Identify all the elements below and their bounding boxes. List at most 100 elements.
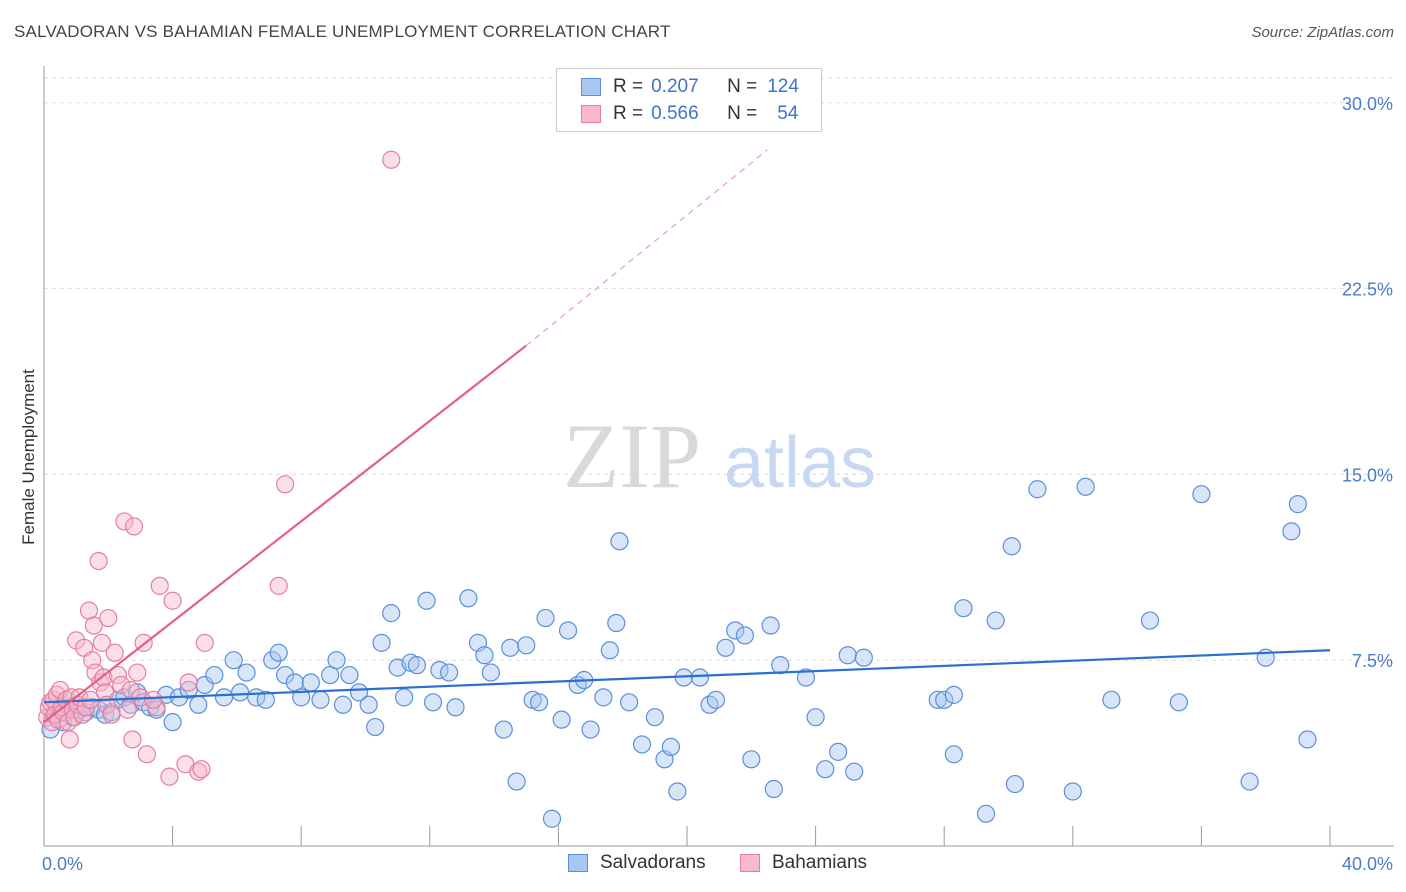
y-tick-label: 15.0%	[1342, 465, 1393, 485]
salvadoran-point	[517, 636, 536, 655]
bahamian-point	[102, 705, 121, 724]
trendlines	[43, 149, 1331, 723]
y-axis-label: Female Unemployment	[19, 369, 38, 545]
salvadoran-point	[494, 720, 513, 739]
y-tick-label: 22.5%	[1342, 280, 1393, 300]
bahamian-point	[160, 767, 179, 786]
salvadoran-point	[1298, 730, 1317, 749]
salvadoran-point	[716, 638, 735, 657]
salvadoran-point	[1192, 485, 1211, 504]
salvadoran-point	[986, 611, 1005, 630]
salvadoran-point	[764, 779, 783, 799]
bahamian-point	[195, 633, 214, 652]
salvadoran-point	[407, 656, 427, 675]
legend-n-value-bahamians: 54	[777, 103, 799, 124]
bahamian-point	[276, 475, 295, 494]
bahamian-point	[144, 690, 163, 709]
salvadorans-swatch	[581, 78, 601, 96]
salvadoran-point	[501, 638, 520, 657]
bahamian-point	[192, 760, 211, 779]
salvadoran-point	[607, 613, 626, 633]
salvadoran-point	[394, 688, 414, 707]
stats-legend: R = 0.207 N = 124 R = 0.566 N = 54	[556, 68, 822, 132]
salvadoran-point	[594, 688, 613, 707]
salvadoran-point	[256, 690, 275, 709]
salvadoran-point	[1063, 782, 1082, 801]
salvadoran-point	[581, 720, 600, 739]
salvadoran-point	[829, 742, 848, 761]
bahamian-point	[60, 730, 79, 749]
bahamians-trendline-extension	[525, 149, 768, 347]
bahamian-point	[137, 745, 156, 764]
salvadoran-point	[214, 688, 234, 707]
series-legend: Salvadorans Bahamians	[0, 852, 1406, 876]
salvadoran-point	[558, 621, 578, 640]
salvadoran-point	[668, 782, 687, 801]
bahamian-point	[108, 665, 128, 685]
salvadoran-point	[726, 621, 745, 640]
salvadoran-point	[954, 599, 973, 618]
salvadoran-point	[481, 663, 500, 682]
salvadoran-point	[507, 772, 526, 791]
salvadoran-point	[1005, 774, 1025, 794]
salvadoran-point	[1102, 690, 1121, 709]
salvadorans-legend-label: Salvadorans	[600, 852, 706, 873]
salvadoran-point	[600, 641, 619, 660]
salvadoran-point	[944, 745, 963, 764]
gridlines	[44, 77, 1394, 661]
salvadoran-point	[1002, 537, 1021, 556]
legend-n-label: N =	[727, 103, 758, 124]
bahamian-point	[189, 762, 208, 781]
salvadoran-point	[163, 713, 182, 732]
bahamian-point	[269, 576, 288, 595]
legend-item-salvadorans[interactable]: Salvadorans	[568, 852, 706, 874]
salvadoran-point	[735, 626, 754, 645]
x-tick-label: 40.0%	[1342, 854, 1393, 874]
salvadoran-point	[446, 698, 465, 717]
salvadoran-point	[816, 760, 835, 779]
legend-item-bahamians[interactable]: Bahamians	[740, 852, 867, 874]
salvadoran-point	[1028, 480, 1047, 499]
salvadoran-point	[1076, 477, 1095, 496]
bahamian-point	[115, 512, 134, 531]
salvadoran-point	[372, 633, 391, 652]
bahamians-swatch	[581, 105, 601, 123]
bahamians-legend-swatch	[740, 854, 760, 872]
tick-labels: 7.5% 15.0% 22.5% 30.0% 0.0% 40.0%	[42, 94, 1393, 874]
salvadoran-point	[661, 737, 681, 757]
watermark: ZIP atlas	[563, 405, 876, 507]
salvadoran-point	[935, 690, 954, 709]
salvadoran-point	[1288, 495, 1307, 514]
salvadorans-points	[41, 477, 1317, 828]
legend-r-value-bahamians: 0.566	[651, 103, 699, 124]
salvadoran-point	[796, 668, 816, 687]
bahamian-point	[179, 673, 198, 692]
salvadorans-legend-swatch	[568, 854, 588, 872]
salvadoran-point	[845, 762, 864, 781]
watermark-atlas: atlas	[724, 423, 876, 503]
bahamian-point	[84, 616, 103, 635]
salvadoran-point	[327, 651, 346, 670]
salvadoran-point	[382, 604, 401, 623]
salvadoran-point	[838, 646, 857, 665]
bahamian-point	[118, 700, 137, 719]
legend-r-value-salvadorans: 0.207	[651, 76, 699, 97]
salvadoran-point	[620, 693, 639, 712]
bahamian-point	[92, 633, 111, 652]
salvadoran-point	[1140, 611, 1160, 630]
salvadoran-point	[224, 651, 243, 670]
salvadoran-point	[552, 710, 571, 729]
salvadoran-point	[645, 708, 664, 727]
salvadoran-point	[349, 683, 369, 702]
bahamian-point	[99, 608, 118, 628]
salvadoran-point	[189, 695, 208, 714]
salvadoran-point	[263, 651, 282, 670]
salvadoran-point	[854, 648, 873, 667]
salvadoran-point	[1282, 522, 1301, 541]
bahamian-point	[112, 675, 131, 695]
salvadoran-point	[366, 717, 385, 737]
source-label: Source: ZipAtlas.com	[1251, 24, 1394, 41]
salvadoran-point	[944, 685, 963, 704]
legend-row-bahamians: R = 0.566 N = 54	[581, 102, 798, 126]
